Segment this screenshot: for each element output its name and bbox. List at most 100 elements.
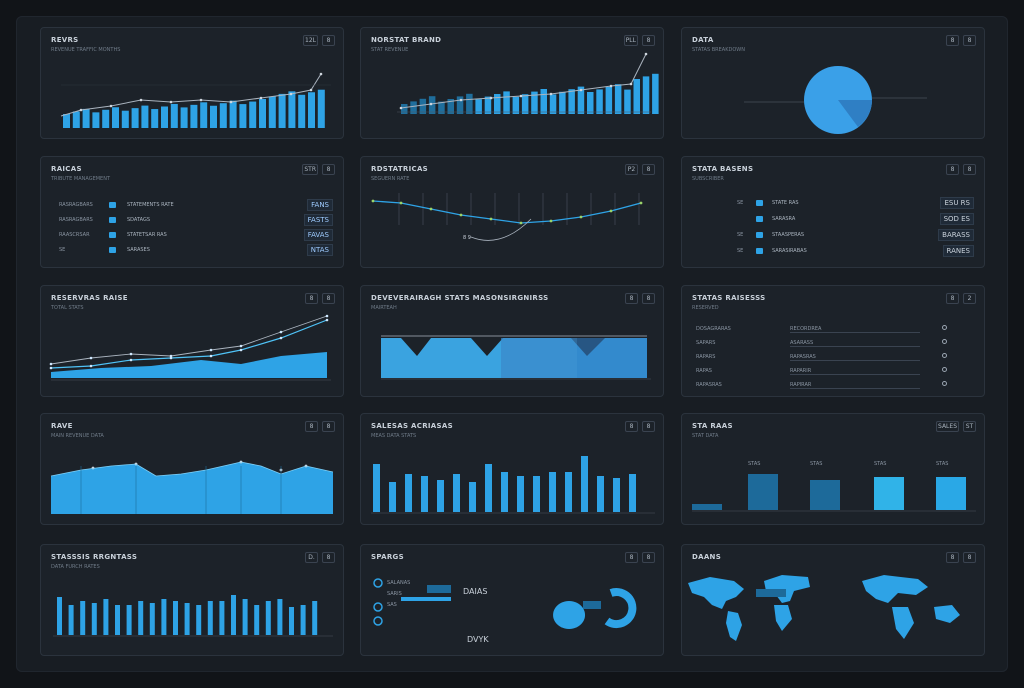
table-cell: RAPARS [696, 354, 716, 360]
panel-chart [692, 474, 976, 512]
panel-card-10[interactable]: RAVE MAIN REVENUE DATA 8 8 [40, 413, 344, 525]
panel-filter-button[interactable]: 8 [305, 421, 318, 432]
row-value[interactable]: BARASS [938, 229, 974, 241]
panel-card-12[interactable]: STA RAAS STAT DATA SALES ST STAS STAS STAS STAS [681, 413, 985, 525]
panel-card-1[interactable]: REVRS REVENUE TRAFFIC MONTHS 12L 8 [40, 27, 344, 139]
panel-menu-button[interactable]: 2 [963, 293, 976, 304]
bar [149, 603, 155, 635]
row-divider [790, 332, 920, 333]
bar [642, 76, 650, 114]
panel-filter-button[interactable]: P2 [625, 164, 638, 175]
panel-filter-button[interactable]: 8 [946, 164, 959, 175]
row-toggle[interactable] [942, 367, 947, 372]
panel-card-14[interactable]: SPARGS 8 8 DAIAS DVYK SALANAS SARIS SAS [360, 544, 664, 656]
panel-card-8[interactable]: DEVEVERAIRAGH STATS MASONSIRGNIRSS MAIRTE… [360, 285, 664, 397]
row-toggle[interactable] [942, 325, 947, 330]
panel-filter-button[interactable]: 8 [946, 35, 959, 46]
panel-card-11[interactable]: SALESAS ACRIASAS MEAS DATA STATS 8 8 [360, 413, 664, 525]
row-toggle[interactable] [942, 339, 947, 344]
panel-chart [53, 595, 333, 637]
panel-filter-button[interactable]: 8 [625, 552, 638, 563]
bar [91, 603, 97, 635]
row-label: SE [737, 232, 744, 238]
bar [151, 109, 159, 128]
pie-slice [838, 100, 872, 127]
panel-menu-button[interactable]: 8 [322, 552, 335, 563]
panel-card-4[interactable]: RAICAS TRIBUTE MANAGEMENT STR 8 RASRAGBARS ST… [40, 156, 344, 268]
panel-card-5[interactable]: RDSTATRICAS SEGUERN RATE P2 8 8 9 [360, 156, 664, 268]
panel-menu-button[interactable]: 8 [642, 164, 655, 175]
panel-menu-button[interactable]: 8 [963, 552, 976, 563]
panel-title: DAANS [692, 553, 722, 561]
panel-filter-button[interactable]: 8 [946, 552, 959, 563]
panel-menu-button[interactable]: 8 [642, 552, 655, 563]
bar [184, 603, 190, 635]
panel-menu-button[interactable]: 8 [322, 421, 335, 432]
series-point [209, 348, 213, 352]
panel-filter-button[interactable]: PLL [623, 35, 638, 46]
panel-subtitle: SUBSCRIBER [692, 176, 724, 182]
row-value[interactable]: RANES [942, 245, 974, 257]
panel-filter-button[interactable]: D. [305, 552, 318, 563]
panel-subtitle: TOTAL STATS [51, 305, 84, 311]
donut-arc [604, 588, 637, 629]
row-toggle[interactable] [942, 353, 947, 358]
panel-filter-button[interactable]: 8 [625, 421, 638, 432]
panel-menu-button[interactable]: 8 [322, 35, 335, 46]
bar [373, 464, 380, 512]
bar [161, 599, 167, 635]
panel-filter-button[interactable]: SALES [936, 421, 959, 432]
row-value[interactable]: FANS [307, 199, 333, 211]
row-value[interactable]: FAVAS [303, 229, 333, 241]
trend-point [489, 96, 493, 100]
trend-point [629, 82, 633, 86]
panel-subtitle: MEAS DATA STATS [371, 433, 417, 439]
world-map[interactable] [688, 575, 960, 641]
bar [80, 601, 86, 635]
bar [629, 474, 636, 512]
panel-menu-button[interactable]: 8 [642, 35, 655, 46]
panel-menu-button[interactable]: 8 [322, 164, 335, 175]
row-value[interactable]: FASTS [303, 214, 333, 226]
panel-card-3[interactable]: DATA STATAS BREAKDOWN 8 8 [681, 27, 985, 139]
series-point [49, 362, 53, 366]
series-point [239, 344, 243, 348]
panel-filter-button[interactable]: 8 [305, 293, 318, 304]
panel-menu-button[interactable]: 8 [642, 421, 655, 432]
row-value[interactable]: ESU RS [940, 197, 974, 209]
series-point [371, 199, 375, 203]
trend-point [309, 88, 313, 92]
panel-subtitle: REVENUE TRAFFIC MONTHS [51, 47, 121, 53]
row-value[interactable]: SOD ES [939, 213, 974, 225]
panel-card-9[interactable]: STATAS RAISESSS RESERVED 8 2 DOSAGRARAS RECOR… [681, 285, 985, 397]
series-point [579, 215, 583, 219]
row-item: SARASES [127, 247, 150, 253]
legend-dot [373, 602, 383, 612]
series-point [129, 352, 133, 356]
panel-menu-button[interactable]: 8 [963, 164, 976, 175]
panel-menu-button[interactable]: ST [963, 421, 976, 432]
panel-card-6[interactable]: STATA BASENS SUBSCRIBER 8 8 SE STATE RAS ESU R… [681, 156, 985, 268]
table-cell: RAPASRAS [696, 382, 722, 388]
panel-filter-button[interactable]: STR [302, 164, 318, 175]
panel-card-2[interactable]: NORSTAT BRAND STAT REVENUE PLL 8 [360, 27, 664, 139]
series-point [325, 314, 329, 318]
panel-filter-button[interactable]: 12L [303, 35, 318, 46]
panel-card-15[interactable]: DAANS 8 8 [681, 544, 985, 656]
row-value[interactable]: NTAS [306, 244, 333, 256]
panel-card-7[interactable]: RESERVRAS RAISE TOTAL STATS 8 8 [40, 285, 344, 397]
panel-menu-button[interactable]: 8 [322, 293, 335, 304]
series-point [129, 358, 133, 362]
panel-menu-button[interactable]: 8 [642, 293, 655, 304]
panel-filter-button[interactable]: 8 [946, 293, 959, 304]
panel-menu-button[interactable]: 8 [963, 35, 976, 46]
panel-filter-button[interactable]: 8 [625, 293, 638, 304]
panel-subtitle: DATA FURCH RATES [51, 564, 100, 570]
row-toggle[interactable] [942, 381, 947, 386]
series-point [89, 356, 93, 360]
panel-card-13[interactable]: STASSSIS RRGNTASS DATA FURCH RATES D. 8 [40, 544, 344, 656]
bar [102, 109, 110, 128]
bar [92, 112, 100, 128]
